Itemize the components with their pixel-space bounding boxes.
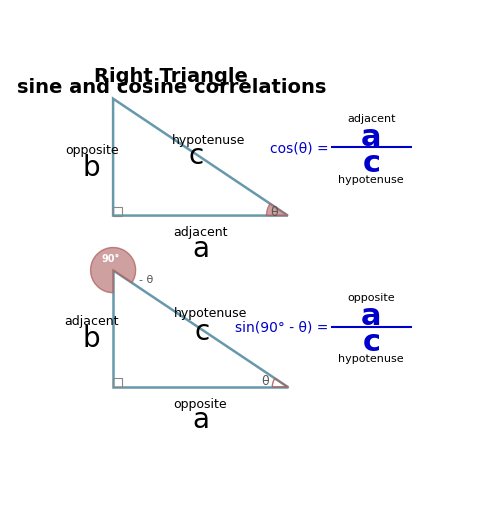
Text: adjacent: adjacent [65,315,119,328]
Polygon shape [113,99,288,216]
Text: 90°: 90° [101,254,119,264]
Text: opposite: opposite [65,143,119,157]
Text: θ: θ [271,206,279,219]
Text: adjacent: adjacent [173,226,228,239]
Text: sin(90° - θ) =: sin(90° - θ) = [235,320,329,334]
Text: hypotenuse: hypotenuse [173,307,247,320]
Text: hypotenuse: hypotenuse [171,134,245,147]
Text: - θ: - θ [139,275,153,285]
Text: sine and cosine correlations: sine and cosine correlations [17,78,326,97]
Text: c: c [189,142,204,170]
Text: hypotenuse: hypotenuse [339,353,404,363]
Text: adjacent: adjacent [347,114,396,124]
Text: θ: θ [262,374,270,387]
Text: Right Triangle: Right Triangle [94,67,248,85]
Polygon shape [113,271,288,387]
Text: b: b [83,154,101,181]
Text: a: a [192,405,209,433]
Text: a: a [192,234,209,262]
Text: hypotenuse: hypotenuse [339,174,404,184]
Text: cos(θ) =: cos(θ) = [270,141,329,155]
Text: opposite: opposite [348,293,395,303]
Text: c: c [362,148,380,177]
Text: a: a [361,123,382,152]
Text: a: a [361,301,382,331]
Text: b: b [83,325,101,352]
Text: c: c [195,317,210,345]
Text: opposite: opposite [174,397,227,410]
Wedge shape [91,248,136,293]
Wedge shape [267,205,288,216]
Text: c: c [362,327,380,356]
